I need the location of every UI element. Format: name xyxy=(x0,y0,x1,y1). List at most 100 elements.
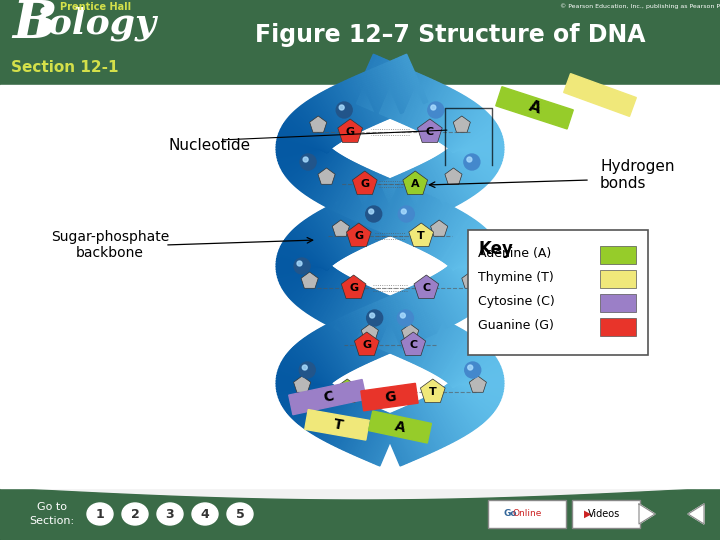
Polygon shape xyxy=(286,355,328,387)
Polygon shape xyxy=(453,116,470,132)
Polygon shape xyxy=(277,146,328,159)
Polygon shape xyxy=(276,265,328,266)
Polygon shape xyxy=(279,367,328,387)
Polygon shape xyxy=(449,225,482,266)
Polygon shape xyxy=(453,144,498,171)
Polygon shape xyxy=(346,80,369,128)
Polygon shape xyxy=(452,145,494,177)
Polygon shape xyxy=(281,262,328,286)
Polygon shape xyxy=(284,240,328,270)
Polygon shape xyxy=(444,386,475,429)
Polygon shape xyxy=(361,58,383,106)
Polygon shape xyxy=(357,75,379,123)
Polygon shape xyxy=(276,383,328,384)
Polygon shape xyxy=(287,262,328,295)
Polygon shape xyxy=(372,69,394,117)
Polygon shape xyxy=(452,141,503,151)
Polygon shape xyxy=(403,290,426,338)
Polygon shape xyxy=(337,319,361,367)
Polygon shape xyxy=(302,267,333,310)
Polygon shape xyxy=(419,319,443,367)
Polygon shape xyxy=(356,76,378,124)
Bar xyxy=(600,246,636,264)
Polygon shape xyxy=(436,95,464,140)
Polygon shape xyxy=(300,384,333,426)
Polygon shape xyxy=(351,195,373,244)
Polygon shape xyxy=(309,334,338,379)
Polygon shape xyxy=(365,189,387,238)
Polygon shape xyxy=(378,65,400,113)
Polygon shape xyxy=(437,330,464,376)
Polygon shape xyxy=(281,245,328,270)
Polygon shape xyxy=(318,392,345,438)
Polygon shape xyxy=(449,226,483,266)
Polygon shape xyxy=(394,411,416,460)
Polygon shape xyxy=(444,387,474,430)
Polygon shape xyxy=(421,282,445,329)
Polygon shape xyxy=(449,383,484,423)
Polygon shape xyxy=(444,269,475,312)
Polygon shape xyxy=(453,245,499,270)
Polygon shape xyxy=(430,278,455,324)
Polygon shape xyxy=(453,262,498,290)
Polygon shape xyxy=(318,392,344,437)
Polygon shape xyxy=(406,406,428,454)
Polygon shape xyxy=(433,210,460,256)
Polygon shape xyxy=(310,271,338,315)
Polygon shape xyxy=(333,220,349,237)
Polygon shape xyxy=(451,349,490,386)
Polygon shape xyxy=(372,414,393,463)
Polygon shape xyxy=(439,97,467,142)
Polygon shape xyxy=(341,83,364,130)
Polygon shape xyxy=(373,415,395,463)
Polygon shape xyxy=(452,266,504,267)
Polygon shape xyxy=(452,262,492,296)
Polygon shape xyxy=(396,73,418,122)
Polygon shape xyxy=(434,393,460,438)
Polygon shape xyxy=(276,144,328,150)
Polygon shape xyxy=(452,145,503,160)
Polygon shape xyxy=(303,338,335,381)
Bar xyxy=(0,85,720,488)
Polygon shape xyxy=(382,64,403,113)
Polygon shape xyxy=(300,341,333,382)
Polygon shape xyxy=(277,138,328,151)
Polygon shape xyxy=(452,262,492,298)
Polygon shape xyxy=(423,86,447,133)
Polygon shape xyxy=(370,414,392,462)
Polygon shape xyxy=(276,382,328,384)
Polygon shape xyxy=(277,146,328,158)
Polygon shape xyxy=(282,379,328,404)
Polygon shape xyxy=(289,233,328,269)
Polygon shape xyxy=(282,144,328,171)
Polygon shape xyxy=(400,75,423,123)
Polygon shape xyxy=(451,380,491,416)
Polygon shape xyxy=(444,269,474,313)
Polygon shape xyxy=(338,84,361,131)
Text: A: A xyxy=(411,179,420,189)
Polygon shape xyxy=(469,376,487,392)
Polygon shape xyxy=(441,388,469,433)
Polygon shape xyxy=(432,394,458,440)
Polygon shape xyxy=(452,263,504,267)
Polygon shape xyxy=(416,401,440,449)
Polygon shape xyxy=(318,329,345,375)
Bar xyxy=(600,270,636,288)
Polygon shape xyxy=(450,147,485,187)
Polygon shape xyxy=(442,334,471,379)
Polygon shape xyxy=(289,116,328,151)
Polygon shape xyxy=(400,291,423,340)
Polygon shape xyxy=(276,382,328,389)
Polygon shape xyxy=(384,181,405,230)
Polygon shape xyxy=(279,380,328,397)
Polygon shape xyxy=(282,361,328,387)
Polygon shape xyxy=(452,120,494,152)
Polygon shape xyxy=(284,356,328,387)
Polygon shape xyxy=(317,329,344,375)
Polygon shape xyxy=(425,322,449,369)
Polygon shape xyxy=(376,416,397,465)
Polygon shape xyxy=(452,383,504,384)
Text: Key: Key xyxy=(478,240,513,258)
Polygon shape xyxy=(441,271,471,315)
Polygon shape xyxy=(379,300,400,349)
